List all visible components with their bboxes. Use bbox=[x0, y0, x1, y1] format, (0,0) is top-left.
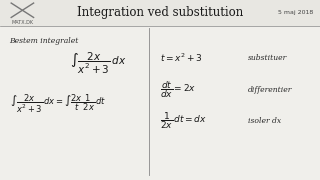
Text: isoler dx: isoler dx bbox=[248, 117, 281, 125]
Text: Integration ved substitution: Integration ved substitution bbox=[77, 6, 243, 19]
Text: $\int \dfrac{2x}{x^2+3}\,dx = \int \dfrac{2x}{t}\,\dfrac{1}{2x}\,dt$: $\int \dfrac{2x}{x^2+3}\,dx = \int \dfra… bbox=[10, 93, 106, 115]
Text: $\int \dfrac{2x}{x^2+3}\,dx$: $\int \dfrac{2x}{x^2+3}\,dx$ bbox=[70, 50, 127, 76]
Text: 5 maj 2018: 5 maj 2018 bbox=[278, 10, 314, 15]
FancyBboxPatch shape bbox=[0, 0, 320, 26]
Text: $\dfrac{1}{2x}\,dt = dx$: $\dfrac{1}{2x}\,dt = dx$ bbox=[160, 110, 207, 131]
Text: MATX.DK: MATX.DK bbox=[11, 20, 34, 25]
Text: Bestem integralet: Bestem integralet bbox=[10, 37, 79, 44]
Text: $\dfrac{dt}{dx} = 2x$: $\dfrac{dt}{dx} = 2x$ bbox=[160, 80, 196, 100]
Text: substituer: substituer bbox=[248, 54, 287, 62]
Text: $t = x^2+3$: $t = x^2+3$ bbox=[160, 51, 203, 64]
Text: differentier: differentier bbox=[248, 86, 292, 94]
